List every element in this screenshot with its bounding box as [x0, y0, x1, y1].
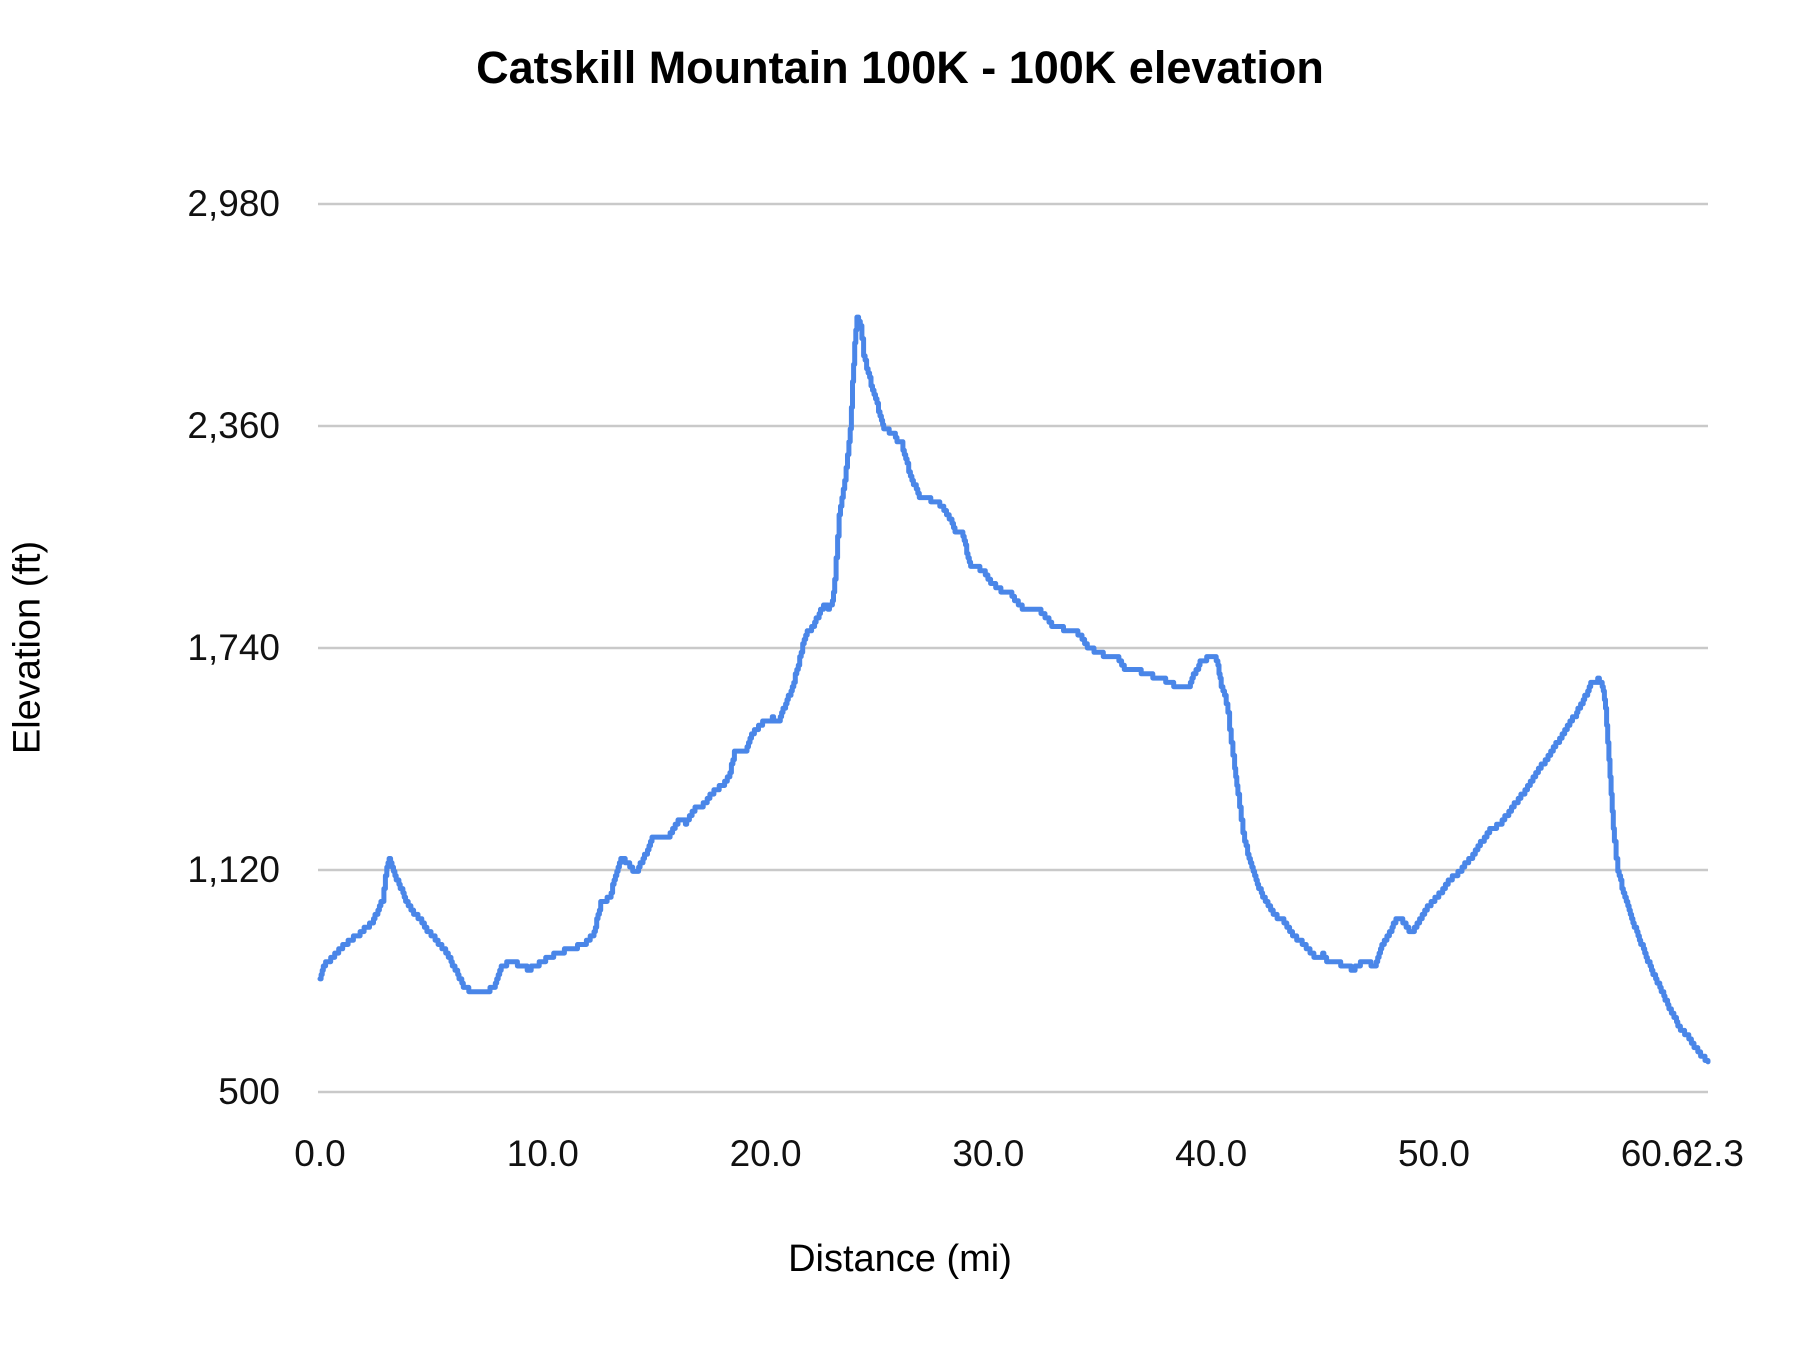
x-tick-label: 60.0: [1620, 1133, 1693, 1174]
x-tick-label: 40.0: [1175, 1133, 1248, 1174]
x-tick-label: 50.0: [1397, 1133, 1470, 1174]
x-tick-label: 30.0: [952, 1133, 1025, 1174]
x-tick-label: 62.3: [1671, 1133, 1744, 1174]
y-tick-label: 2,980: [187, 183, 280, 224]
x-tick-label: 20.0: [729, 1133, 802, 1174]
elevation-line: [317, 314, 1711, 1065]
x-tick-label: 10.0: [506, 1133, 579, 1174]
y-tick-label: 1,120: [187, 849, 280, 890]
y-tick-label: 2,360: [187, 405, 280, 446]
x-axis-title: Distance (mi): [788, 1238, 1012, 1280]
x-tick-label: 0.0: [294, 1133, 346, 1174]
y-tick-label: 1,740: [187, 627, 280, 668]
chart-title: Catskill Mountain 100K - 100K elevation: [476, 42, 1324, 93]
y-tick-label: 500: [218, 1071, 280, 1112]
